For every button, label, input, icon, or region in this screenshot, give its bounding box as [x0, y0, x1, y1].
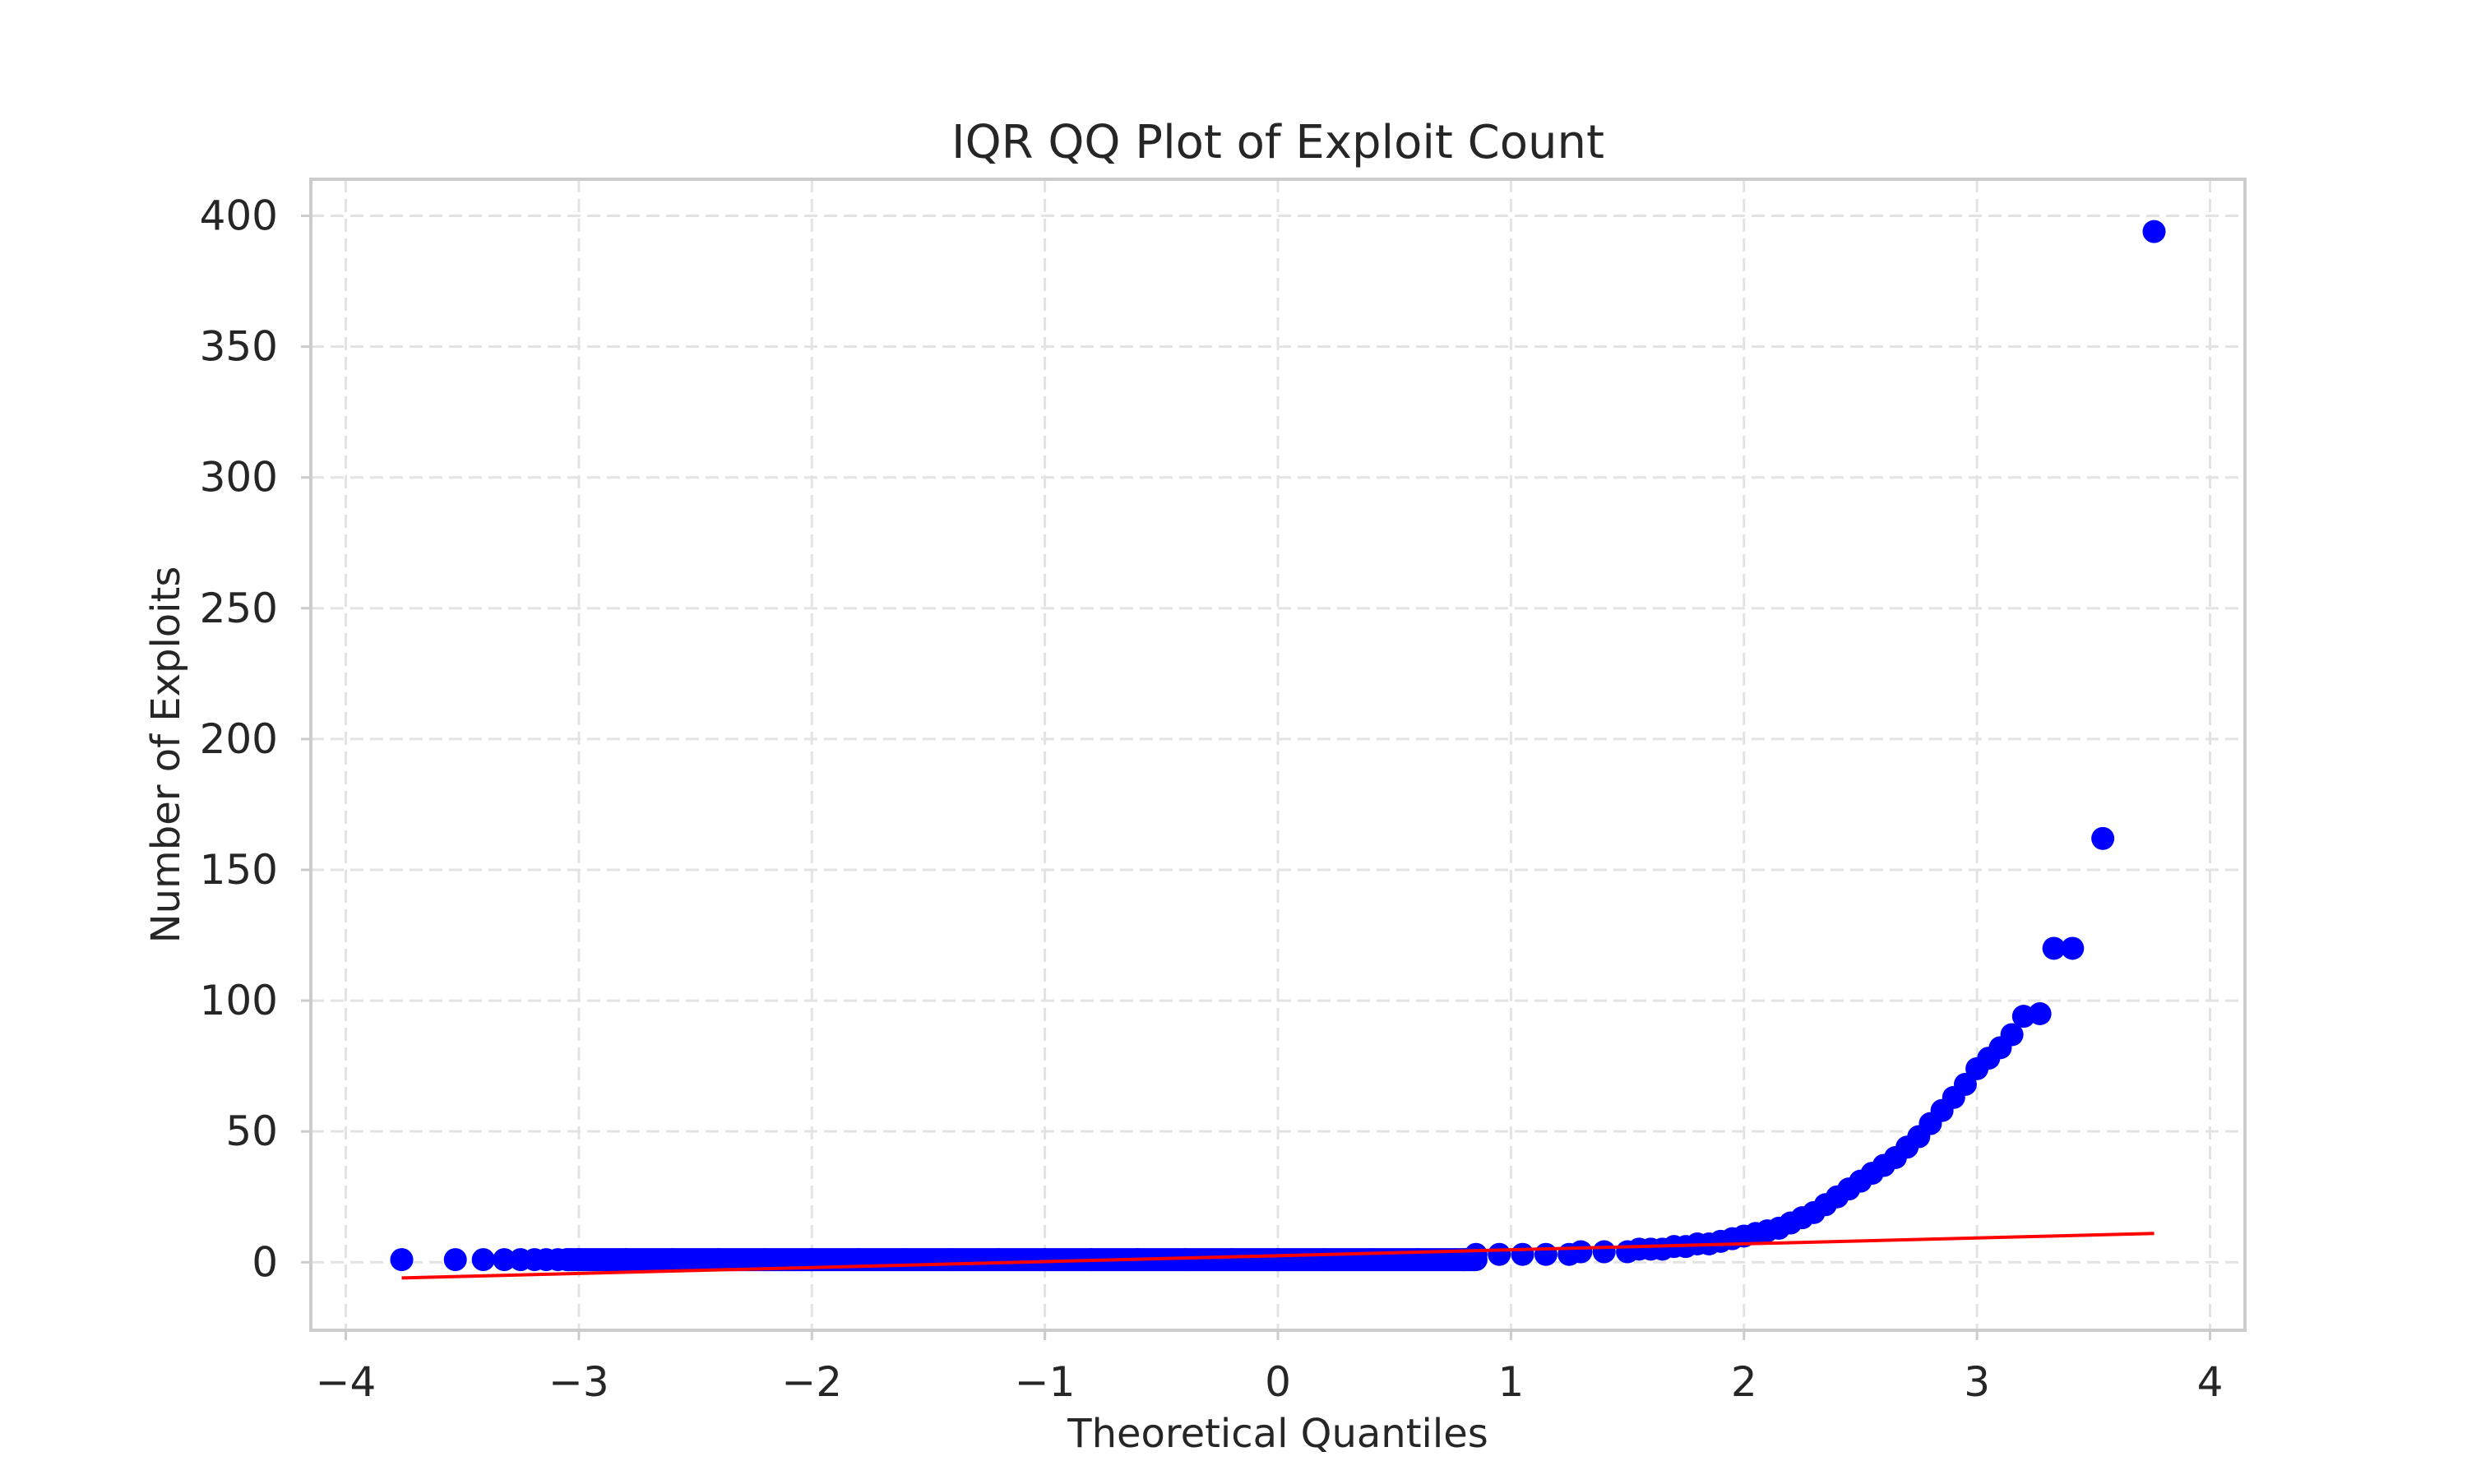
y-tick-label: 200 [200, 715, 278, 763]
y-tick-label: 400 [200, 192, 278, 240]
x-tick-label: −4 [316, 1358, 377, 1406]
data-point [1592, 1240, 1616, 1264]
y-tick-label: 0 [252, 1238, 278, 1286]
data-point [443, 1248, 467, 1272]
grid-layer [311, 179, 2245, 1330]
data-point [471, 1248, 495, 1272]
y-tick-label: 250 [200, 585, 278, 632]
y-tick-label: 50 [225, 1107, 278, 1155]
y-tick-label: 150 [200, 846, 278, 894]
data-point [2028, 1002, 2052, 1025]
x-tick-label: −1 [1015, 1358, 1076, 1406]
chart-title: IQR QQ Plot of Exploit Count [951, 116, 1604, 169]
data-point [1488, 1242, 1511, 1266]
data-point [1534, 1242, 1557, 1266]
x-tick-label: −3 [548, 1358, 609, 1406]
data-point [1511, 1242, 1534, 1266]
x-tick-label: 1 [1497, 1358, 1524, 1406]
data-point [2091, 826, 2115, 850]
y-tick-label: 100 [200, 977, 278, 1024]
data-point [1569, 1240, 1593, 1264]
x-tick-label: −2 [781, 1358, 842, 1406]
data-point [2042, 936, 2066, 960]
tick-layer: −4 −3 −2 −1 0 1 2 3 4 0 50 100 150 200 250 300 350 400 [200, 192, 2224, 1406]
x-tick-label: 3 [1964, 1358, 1990, 1406]
x-tick-label: 4 [2197, 1358, 2224, 1406]
fit-line [401, 1232, 2155, 1280]
x-tick-label: 0 [1265, 1358, 1291, 1406]
x-axis-label: Theoretical Quantiles [1067, 1411, 1488, 1457]
data-point [2142, 220, 2166, 243]
data-point [2061, 936, 2085, 960]
x-tick-label: 2 [1731, 1358, 1757, 1406]
y-axis-label: Number of Exploits [143, 566, 189, 944]
data-point [390, 1248, 414, 1272]
data-point [2000, 1023, 2024, 1047]
fit-line-layer [401, 1232, 2155, 1280]
data-point [493, 1248, 516, 1272]
data-points [390, 220, 2166, 1272]
data-point [1953, 1072, 1977, 1096]
y-tick-label: 300 [200, 454, 278, 502]
y-tick-label: 350 [200, 323, 278, 371]
